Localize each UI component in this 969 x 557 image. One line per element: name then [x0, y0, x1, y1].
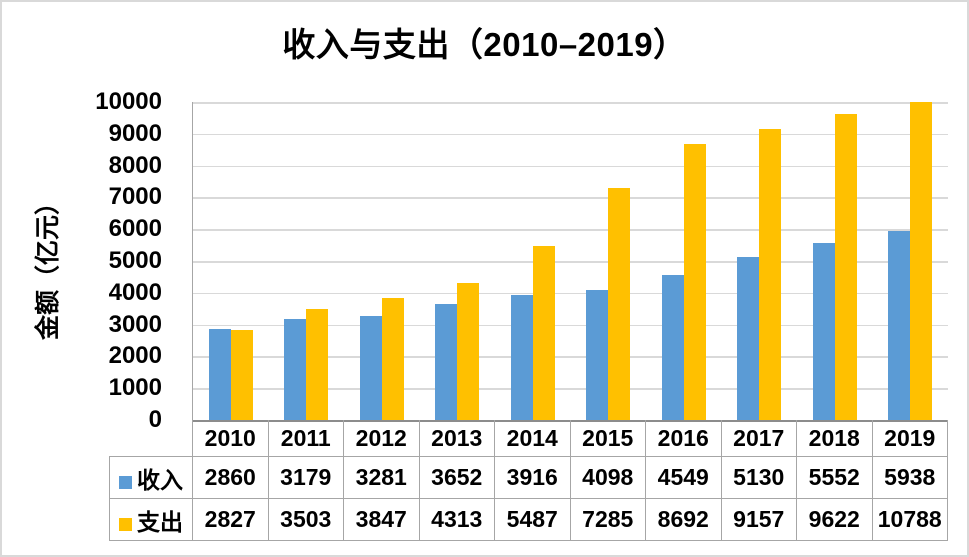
- bar-group-2019: [873, 102, 949, 420]
- value-cell-收入-2019: 5938: [871, 456, 948, 499]
- table-row-收入: 收入 2860 3179 3281 3652 3916 4098 4549 5130 5552 59…: [109, 456, 948, 499]
- bar-收入-2013: [435, 303, 458, 420]
- bar-group-2010: [193, 102, 269, 420]
- bar-group-2015: [571, 102, 647, 420]
- y-tick-label-8000: 8000: [108, 151, 162, 179]
- bar-收入-2014: [510, 295, 533, 420]
- value-cell-收入-2014: 3916: [494, 456, 571, 499]
- value-cell-支出-2013: 4313: [418, 498, 495, 541]
- value-cell-收入-2018: 5552: [796, 456, 873, 499]
- year-header-cell-2015: 2015: [569, 420, 646, 457]
- year-header-cell-2014: 2014: [494, 420, 571, 457]
- bar-group-2017: [722, 102, 798, 420]
- chart-title: 收入与支出（2010–2019）: [282, 26, 687, 63]
- y-tick-label-2000: 2000: [108, 342, 162, 370]
- year-header-cell-2010: 2010: [192, 420, 269, 457]
- bar-收入-2017: [737, 256, 760, 420]
- bar-group-2011: [269, 102, 345, 420]
- bar-支出-2017: [759, 128, 782, 420]
- bar-收入-2012: [359, 315, 382, 420]
- bar-group-2016: [646, 102, 722, 420]
- bar-支出-2012: [381, 297, 404, 420]
- bar-收入-2011: [284, 318, 307, 420]
- value-cell-收入-2015: 4098: [569, 456, 646, 499]
- year-header-cell-2012: 2012: [343, 420, 420, 457]
- value-cell-支出-2016: 8692: [645, 498, 722, 541]
- legend-swatch-收入: [119, 475, 132, 489]
- value-cell-收入-2012: 3281: [343, 456, 420, 499]
- bar-支出-2010: [230, 330, 253, 420]
- plot-area: [192, 102, 948, 422]
- y-tick-label-1000: 1000: [108, 374, 162, 402]
- data-table: 2010 2011 2012 2013 2014 2015 2016 2017 2018 2019…: [109, 420, 948, 541]
- legend-cell-收入: 收入: [109, 456, 193, 499]
- gridline-5000: [193, 261, 948, 263]
- y-tick-label-5000: 5000: [108, 247, 162, 274]
- bar-支出-2019: [910, 102, 933, 420]
- value-cell-支出-2019: 10788: [871, 498, 948, 541]
- gridline-10000: [193, 102, 948, 104]
- value-cell-支出-2014: 5487: [494, 498, 571, 541]
- y-tick-label-3000: 3000: [108, 310, 162, 338]
- bar-支出-2014: [532, 245, 555, 420]
- gridline-2000: [193, 356, 948, 358]
- year-header-cell-2018: 2018: [796, 420, 873, 457]
- gridline-8000: [193, 165, 948, 168]
- value-cell-收入-2017: 5130: [720, 456, 797, 499]
- bar-group-2018: [797, 102, 873, 420]
- value-cell-支出-2011: 3503: [267, 498, 344, 541]
- y-tick-label-0: 0: [148, 406, 162, 433]
- value-cell-支出-2015: 7285: [569, 498, 646, 541]
- bar-支出-2013: [457, 282, 480, 420]
- year-header-cell-2016: 2016: [645, 420, 722, 457]
- y-tick-label-4000: 4000: [108, 278, 162, 306]
- year-header-cell-2011: 2011: [267, 420, 344, 457]
- year-header-cell-2013: 2013: [418, 420, 495, 457]
- y-tick-label-9000: 9000: [108, 119, 162, 147]
- value-cell-支出-2017: 9157: [720, 498, 797, 541]
- value-cell-收入-2013: 3652: [418, 456, 495, 499]
- bar-series-container: [193, 102, 948, 420]
- table-header-row: 2010 2011 2012 2013 2014 2015 2016 2017 2018 2019: [110, 420, 948, 457]
- gridline-1000: [193, 388, 948, 390]
- bar-支出-2015: [608, 188, 631, 420]
- table-row-支出: 支出 2827 3503 3847 4313 5487 7285 8692 9157 9622 10…: [109, 498, 948, 541]
- gridline-9000: [193, 133, 948, 136]
- bar-支出-2011: [306, 308, 329, 420]
- y-tick-label-6000: 6000: [108, 215, 162, 243]
- value-cell-收入-2011: 3179: [267, 456, 344, 499]
- year-header-cell-2019: 2019: [871, 420, 948, 457]
- bar-收入-2019: [888, 231, 911, 420]
- y-tick-label-10000: 10000: [95, 88, 162, 115]
- bar-group-2014: [495, 102, 571, 420]
- gridline-7000: [193, 197, 948, 199]
- bar-group-2013: [420, 102, 496, 420]
- bar-支出-2018: [834, 114, 857, 420]
- legend-label-收入: 收入: [137, 466, 183, 493]
- year-header-cell-2017: 2017: [720, 420, 797, 457]
- value-cell-支出-2010: 2827: [192, 498, 269, 541]
- value-cell-支出-2012: 3847: [343, 498, 420, 541]
- bar-group-2012: [344, 102, 420, 420]
- gridline-6000: [193, 229, 948, 231]
- legend-cell-支出: 支出: [109, 498, 193, 541]
- value-cell-收入-2010: 2860: [192, 456, 269, 499]
- bar-收入-2016: [661, 275, 684, 420]
- y-tick-label-7000: 7000: [108, 183, 162, 211]
- value-cell-支出-2018: 9622: [796, 498, 873, 541]
- gridline-4000: [193, 292, 948, 295]
- legend-label-支出: 支出: [137, 508, 183, 535]
- bar-收入-2010: [208, 329, 231, 420]
- gridline-3000: [193, 324, 948, 327]
- table-corner-blank-cell: [110, 420, 193, 457]
- value-cell-收入-2016: 4549: [645, 456, 722, 499]
- bar-收入-2018: [812, 243, 835, 420]
- bar-支出-2016: [683, 143, 706, 420]
- bar-收入-2015: [586, 289, 609, 420]
- legend-swatch-支出: [119, 517, 132, 531]
